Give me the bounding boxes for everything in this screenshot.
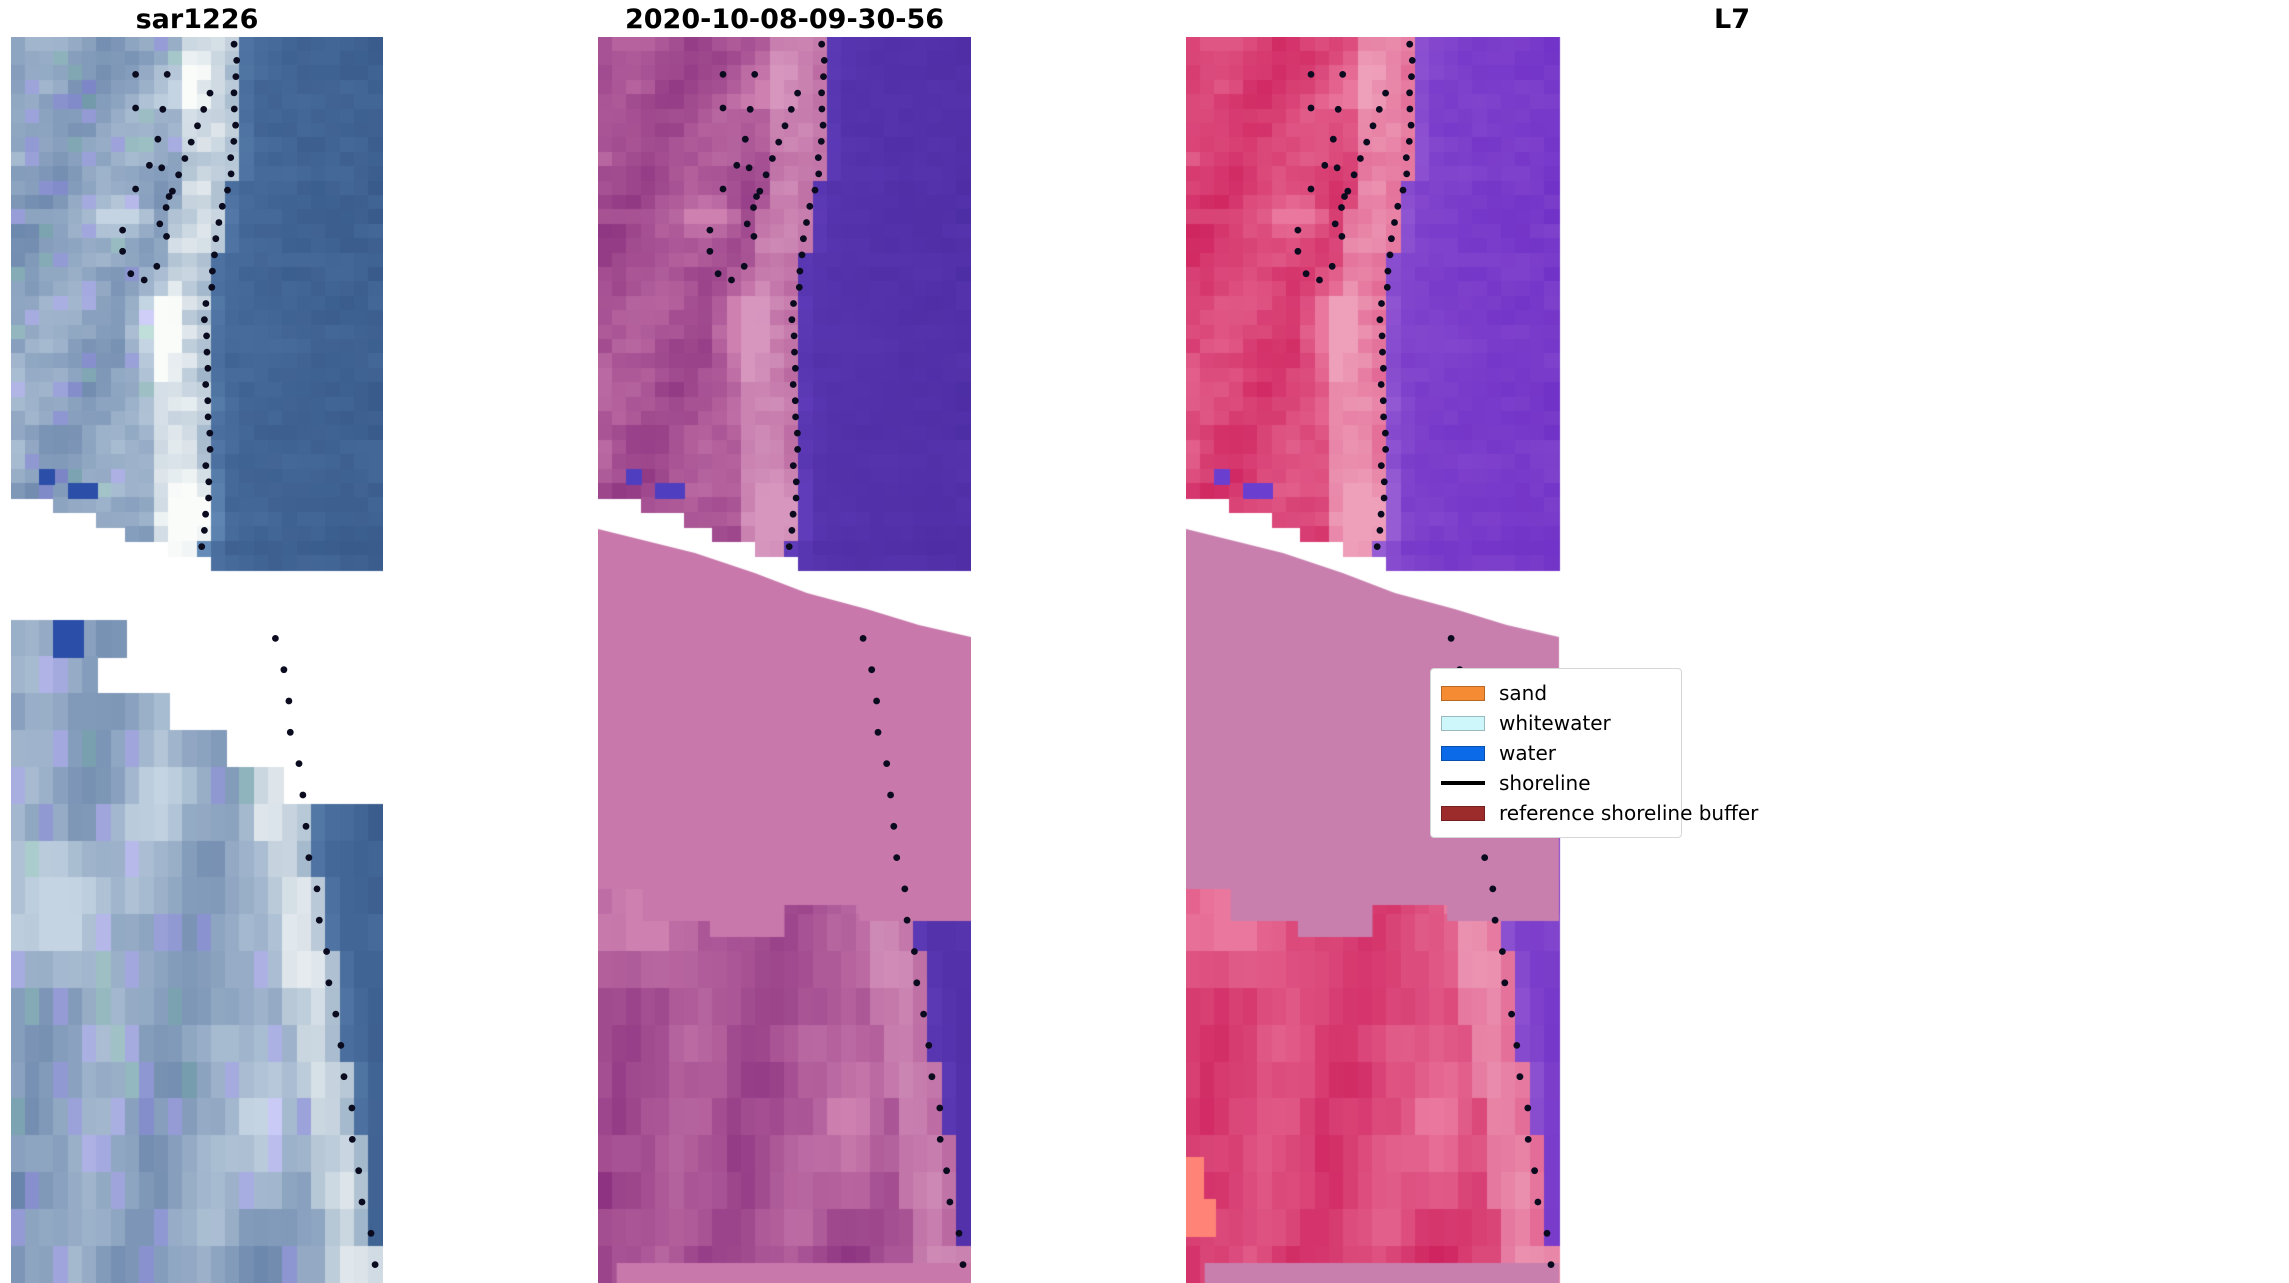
legend-label-reference-shoreline-buffer: reference shoreline buffer: [1499, 801, 1759, 825]
panel-title-left: sar1226: [135, 4, 259, 35]
legend-item-water: water: [1441, 738, 1671, 768]
panel-left-shoreline: [119, 40, 379, 1268]
legend-label-sand: sand: [1499, 681, 1548, 705]
legend-item-sand: sand: [1441, 678, 1671, 708]
legend-box: sand whitewater water shoreline referenc…: [1430, 668, 1758, 838]
panel-title-middle: 2020-10-08-09-30-56: [624, 4, 945, 35]
panel-l7: [1186, 37, 2278, 1283]
legend-swatch-sand: [1441, 685, 1485, 701]
panel-middle-image: [598, 37, 971, 1283]
panel-left-image: [11, 37, 383, 1283]
legend-swatch-reference-shoreline-buffer: [1441, 805, 1485, 821]
panel-title-right: L7: [1714, 4, 1750, 35]
legend-label-whitewater: whitewater: [1499, 711, 1611, 735]
legend-item-reference-shoreline-buffer: reference shoreline buffer: [1441, 798, 1758, 828]
legend-label-shoreline: shoreline: [1499, 771, 1591, 795]
legend-item-shoreline: shoreline: [1441, 768, 1671, 798]
panel-right-image: [1186, 37, 2278, 1283]
legend-item-whitewater: whitewater: [1441, 708, 1671, 738]
panel-right-shoreline: [1294, 40, 1555, 1268]
panel-middle-shoreline: [706, 40, 967, 1268]
panel-sar1226: [11, 37, 383, 1283]
legend-swatch-shoreline: [1441, 781, 1485, 785]
legend-swatch-whitewater: [1441, 715, 1485, 731]
panel-2020-10-08-09-30-56: [598, 37, 971, 1283]
legend-swatch-water: [1441, 745, 1485, 761]
legend-label-water: water: [1499, 741, 1556, 765]
